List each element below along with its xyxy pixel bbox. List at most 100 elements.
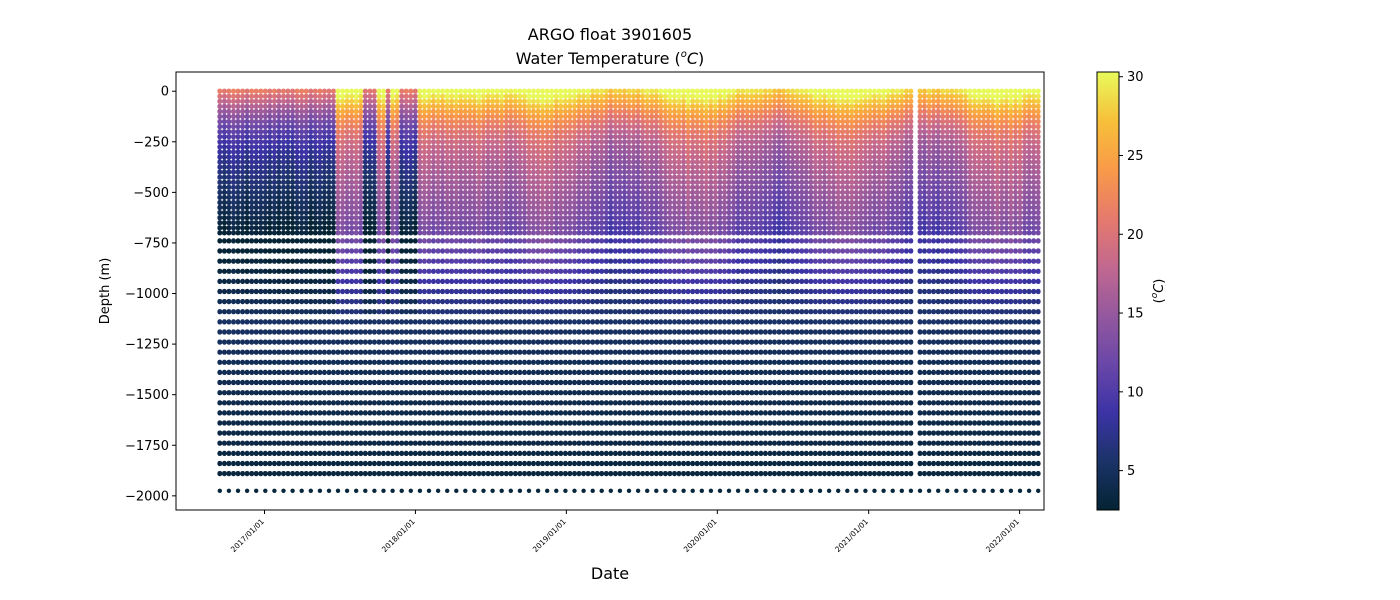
temperature-point: [240, 189, 245, 195]
temperature-point: [235, 349, 241, 355]
temperature-point: [358, 169, 364, 175]
temperature-point: [231, 400, 236, 406]
temperature-point: [353, 450, 359, 456]
temperature-point: [558, 299, 564, 305]
temperature-point: [613, 113, 618, 120]
temperature-point: [322, 225, 327, 231]
temperature-point: [226, 319, 232, 325]
temperature-point: [344, 238, 350, 244]
temperature-point: [231, 379, 236, 386]
temperature-point: [549, 278, 555, 284]
temperature-point: [508, 248, 514, 254]
temperature-point: [294, 134, 300, 140]
temperature-point: [590, 309, 596, 315]
temperature-point: [590, 248, 596, 254]
temperature-point: [490, 113, 495, 120]
temperature-point: [312, 238, 318, 244]
temperature-point: [299, 440, 305, 446]
temperature-point: [231, 288, 236, 295]
temperature-point: [599, 149, 605, 155]
temperature-point: [408, 359, 414, 365]
temperature-point: [222, 88, 227, 94]
temperature-point: [594, 144, 600, 150]
temperature-point: [581, 204, 586, 211]
temperature-point: [308, 319, 314, 325]
temperature-point: [349, 220, 355, 226]
temperature-point: [403, 124, 409, 130]
temperature-point: [544, 369, 550, 375]
temperature-point: [508, 159, 514, 165]
temperature-point: [226, 248, 232, 254]
temperature-point: [631, 169, 636, 175]
temperature-point: [558, 369, 564, 375]
profile-column: [394, 88, 400, 477]
temperature-point: [322, 390, 327, 396]
temperature-point: [249, 204, 255, 211]
temperature-point: [253, 204, 259, 211]
temperature-point: [513, 199, 518, 206]
temperature-point: [412, 179, 418, 185]
temperature-point: [394, 215, 400, 221]
temperature-point: [422, 174, 427, 180]
temperature-point: [290, 369, 295, 375]
temperature-point: [567, 460, 573, 467]
temperature-point: [622, 119, 627, 125]
temperature-point: [244, 124, 250, 130]
temperature-point: [303, 460, 309, 467]
temperature-point: [231, 420, 236, 426]
temperature-point: [608, 129, 614, 135]
temperature-point: [540, 268, 545, 274]
temperature-point: [526, 210, 532, 216]
temperature-point: [331, 379, 336, 386]
temperature-point: [326, 225, 332, 231]
temperature-point: [408, 460, 414, 467]
temperature-point: [558, 194, 564, 200]
temperature-point: [617, 369, 623, 375]
temperature-point: [585, 390, 591, 396]
temperature-point: [253, 309, 259, 315]
temperature-point: [267, 179, 273, 185]
temperature-point: [522, 309, 527, 315]
temperature-point: [594, 471, 600, 477]
temperature-point: [258, 329, 264, 335]
temperature-point: [290, 88, 295, 94]
temperature-point: [449, 215, 455, 221]
temperature-point: [394, 174, 400, 180]
temperature-point: [476, 139, 482, 145]
temperature-point: [485, 144, 491, 150]
temperature-point: [362, 154, 368, 160]
temperature-point: [490, 220, 495, 226]
temperature-point: [399, 149, 405, 155]
temperature-point: [381, 113, 386, 120]
temperature-point: [344, 174, 350, 180]
temperature-point: [422, 390, 427, 396]
temperature-point: [608, 215, 614, 221]
temperature-point: [581, 248, 586, 254]
temperature-point: [263, 488, 268, 493]
temperature-point: [553, 215, 559, 221]
temperature-point: [367, 309, 373, 315]
temperature-point: [585, 329, 591, 335]
temperature-point: [503, 204, 509, 211]
temperature-point: [362, 98, 368, 104]
temperature-point: [576, 129, 582, 135]
temperature-point: [494, 134, 500, 140]
temperature-point: [353, 440, 359, 446]
temperature-point: [422, 88, 427, 94]
temperature-point: [476, 119, 482, 125]
temperature-point: [531, 179, 536, 185]
temperature-point: [267, 450, 273, 456]
temperature-point: [367, 220, 373, 226]
temperature-point: [435, 108, 441, 115]
temperature-point: [412, 288, 418, 295]
temperature-point: [472, 134, 477, 140]
temperature-point: [581, 450, 586, 456]
temperature-point: [422, 199, 427, 206]
temperature-point: [490, 88, 495, 94]
temperature-point: [517, 288, 523, 295]
temperature-point: [535, 134, 541, 140]
temperature-point: [526, 139, 532, 145]
temperature-point: [540, 379, 545, 386]
temperature-point: [535, 258, 541, 264]
temperature-point: [217, 129, 223, 135]
